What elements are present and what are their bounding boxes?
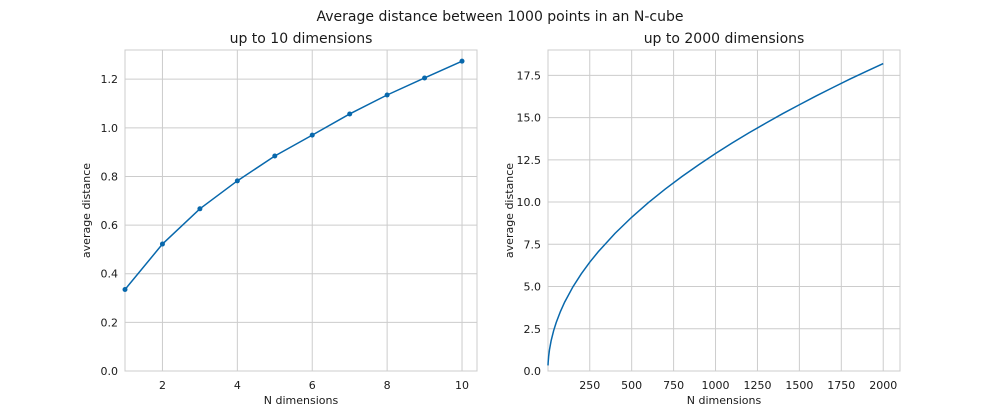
y-tick-label: 5.0 [524,281,542,294]
y-tick-label: 1.0 [101,122,119,135]
x-tick-label: 1750 [827,379,855,392]
x-tick-label: 750 [663,379,684,392]
x-tick-label: 2 [159,379,166,392]
x-tick-label: 2000 [869,379,897,392]
data-point [122,287,128,293]
y-tick-label: 0.6 [101,219,119,232]
x-tick-label: 8 [384,379,391,392]
y-tick-label: 0.4 [101,268,119,281]
subplot-title: up to 10 dimensions [230,31,373,47]
x-tick-label: 1250 [743,379,771,392]
y-tick-label: 7.5 [524,238,542,251]
data-point [272,153,278,159]
subplot-title: up to 2000 dimensions [644,31,805,47]
series-line [124,60,463,291]
y-tick-label: 1.2 [101,73,119,86]
y-tick-label: 0.0 [101,365,119,378]
data-point [309,132,315,138]
data-point [422,75,428,81]
plot-frame [547,49,901,372]
x-axis-label: N dimensions [687,394,762,407]
x-tick-label: 500 [621,379,642,392]
y-tick-label: 2.5 [524,323,542,336]
x-tick-label: 250 [579,379,600,392]
y-tick-label: 0.0 [524,365,542,378]
data-point [159,241,165,247]
data-point [347,111,353,117]
plot-frame [124,49,478,372]
data-point [234,178,240,184]
figure-title: Average distance between 1000 points in … [317,9,684,25]
data-point [197,206,203,212]
data-point [459,58,465,64]
x-tick-label: 1500 [785,379,813,392]
y-tick-label: 12.5 [517,154,542,167]
y-axis-label: average distance [80,163,93,258]
y-tick-label: 17.5 [517,69,542,82]
y-tick-label: 10.0 [517,196,542,209]
series-line [547,62,884,366]
y-tick-label: 0.2 [101,316,119,329]
y-tick-label: 15.0 [517,112,542,125]
x-tick-label: 1000 [702,379,730,392]
x-tick-label: 10 [455,379,469,392]
subplot-up-to-2000-dimensions: 250 500 750 1000 1250 1500 1750 2000 0.0 2.5 5.0 7.… [503,31,901,407]
y-axis-label: average distance [503,163,516,258]
y-tick-label: 0.8 [101,170,119,183]
subplot-up-to-10-dimensions: 2 4 6 8 10 0.0 0.2 0.4 0.6 0.8 1.0 1.2 up to 10 dime… [80,31,478,407]
data-point [384,92,390,98]
x-tick-label: 4 [234,379,241,392]
x-tick-label: 6 [309,379,316,392]
x-axis-label: N dimensions [264,394,339,407]
